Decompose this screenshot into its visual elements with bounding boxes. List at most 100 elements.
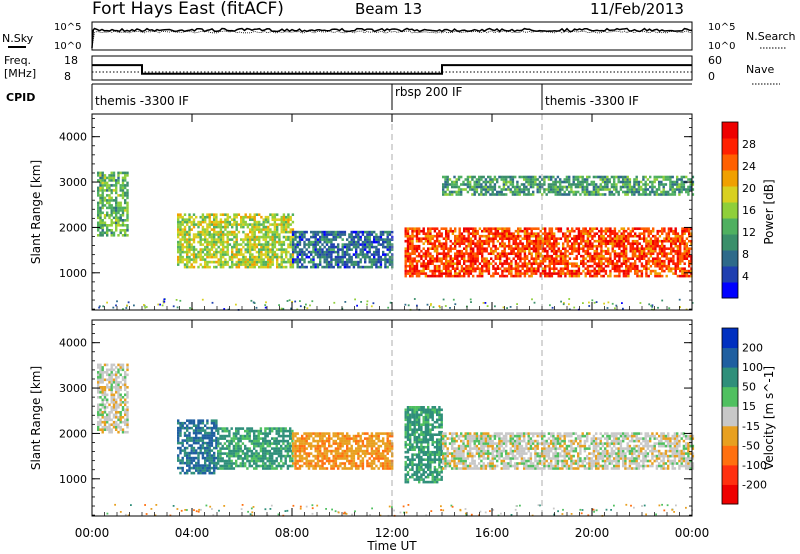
heatmap-cell bbox=[215, 265, 218, 269]
heatmap-cell bbox=[99, 418, 102, 422]
heatmap-cell bbox=[323, 255, 326, 259]
heatmap-cell bbox=[112, 171, 116, 175]
heatmap-cell bbox=[213, 238, 216, 241]
heatmap-cell bbox=[442, 190, 445, 194]
heatmap-cell bbox=[145, 306, 148, 308]
heatmap-cell bbox=[591, 264, 594, 268]
heatmap-cell bbox=[213, 454, 216, 457]
heatmap-cell bbox=[458, 274, 461, 278]
cpid-segment-1: rbsp 200 IF bbox=[395, 85, 462, 99]
heatmap-cell bbox=[273, 253, 277, 256]
heatmap-cell bbox=[682, 185, 686, 189]
heatmap-cell bbox=[258, 265, 261, 269]
heatmap-cell bbox=[404, 247, 407, 250]
heatmap-cell bbox=[99, 378, 102, 382]
heatmap-cell bbox=[629, 264, 632, 268]
heatmap-cell bbox=[121, 428, 125, 431]
heatmap-cell bbox=[233, 255, 236, 259]
heatmap-cell bbox=[530, 267, 533, 270]
heatmap-cell bbox=[543, 180, 546, 184]
heatmap-cell bbox=[611, 239, 614, 243]
heatmap-cell bbox=[651, 183, 654, 186]
heatmap-cell bbox=[285, 228, 288, 231]
heatmap-cell bbox=[496, 180, 499, 184]
heatmap-cell bbox=[97, 383, 100, 387]
heatmap-cell bbox=[370, 260, 374, 264]
heatmap-cell bbox=[458, 234, 461, 238]
heatmap-cell bbox=[583, 188, 587, 191]
heatmap-cell bbox=[215, 218, 218, 221]
heatmap-cell bbox=[603, 302, 605, 305]
heatmap-cell bbox=[235, 223, 238, 226]
heatmap-cell bbox=[282, 307, 285, 310]
heatmap-cell bbox=[622, 262, 626, 265]
heatmap-cell bbox=[593, 249, 596, 253]
heatmap-cell bbox=[296, 255, 299, 259]
heatmap-cell bbox=[577, 269, 581, 273]
heatmap-cell bbox=[418, 252, 421, 255]
heatmap-cell bbox=[528, 244, 531, 248]
heatmap-cell bbox=[691, 302, 694, 304]
heatmap-cell bbox=[303, 260, 306, 264]
heatmap-cell bbox=[251, 215, 254, 219]
heatmap-cell bbox=[502, 306, 505, 309]
heatmap-cell bbox=[625, 229, 628, 233]
heatmap-cell bbox=[478, 252, 482, 255]
heatmap-cell bbox=[586, 264, 590, 268]
heatmap-cell bbox=[192, 255, 196, 259]
heatmap-cell bbox=[487, 262, 491, 265]
heatmap-cell bbox=[532, 193, 535, 196]
heatmap-cell bbox=[511, 190, 515, 194]
heatmap-cell bbox=[586, 229, 590, 233]
heatmap-cell bbox=[224, 225, 227, 229]
heatmap-cell bbox=[122, 308, 124, 310]
heatmap-cell bbox=[226, 250, 229, 254]
heatmap-cell bbox=[609, 232, 612, 235]
heatmap-cell bbox=[472, 239, 475, 243]
heatmap-cell bbox=[611, 262, 614, 265]
heatmap-cell bbox=[431, 247, 434, 250]
heatmap-cell bbox=[440, 227, 443, 230]
heatmap-cell bbox=[316, 230, 320, 234]
heatmap-cell bbox=[472, 274, 475, 278]
heatmap-cell bbox=[110, 231, 113, 235]
heatmap-cell bbox=[213, 431, 216, 435]
heatmap-cell bbox=[455, 180, 458, 184]
heatmap-cell bbox=[357, 253, 360, 256]
heatmap-cell bbox=[199, 258, 202, 261]
heatmap-cell bbox=[101, 224, 104, 227]
heatmap-cell bbox=[649, 247, 653, 250]
heatmap-cell bbox=[235, 462, 238, 465]
heatmap-cell bbox=[560, 300, 562, 303]
heatmap-cell bbox=[554, 180, 557, 184]
heatmap-cell bbox=[287, 225, 290, 229]
heatmap-cell bbox=[119, 209, 122, 212]
heatmap-cell bbox=[224, 263, 227, 266]
heatmap-cell bbox=[319, 245, 322, 249]
heatmap-cell bbox=[219, 427, 222, 430]
heatmap-cell bbox=[543, 190, 546, 194]
heatmap-cell bbox=[188, 421, 191, 425]
heatmap-cell bbox=[607, 229, 610, 233]
heatmap-cell bbox=[424, 262, 428, 265]
noise-right-tick-bottom: 10^0 bbox=[708, 41, 735, 52]
heatmap-cell bbox=[661, 232, 664, 235]
heatmap-cell bbox=[231, 248, 234, 251]
heatmap-cell bbox=[500, 178, 503, 181]
heatmap-cell bbox=[206, 225, 209, 229]
heatmap-cell bbox=[210, 426, 214, 430]
heatmap-cell bbox=[223, 442, 227, 445]
heatmap-cell bbox=[575, 247, 578, 250]
heatmap-cell bbox=[644, 188, 647, 191]
heatmap-cell bbox=[269, 238, 272, 241]
heatmap-cell bbox=[636, 272, 639, 275]
heatmap-cell bbox=[190, 444, 193, 447]
heatmap-cell bbox=[690, 247, 693, 250]
heatmap-cell bbox=[442, 183, 445, 186]
heatmap-cell bbox=[487, 227, 491, 230]
heatmap-cell bbox=[525, 185, 528, 189]
heatmap-cell bbox=[458, 254, 461, 258]
heatmap-cell bbox=[528, 274, 531, 278]
heatmap-cell bbox=[262, 233, 265, 236]
heatmap-cell bbox=[538, 175, 542, 179]
